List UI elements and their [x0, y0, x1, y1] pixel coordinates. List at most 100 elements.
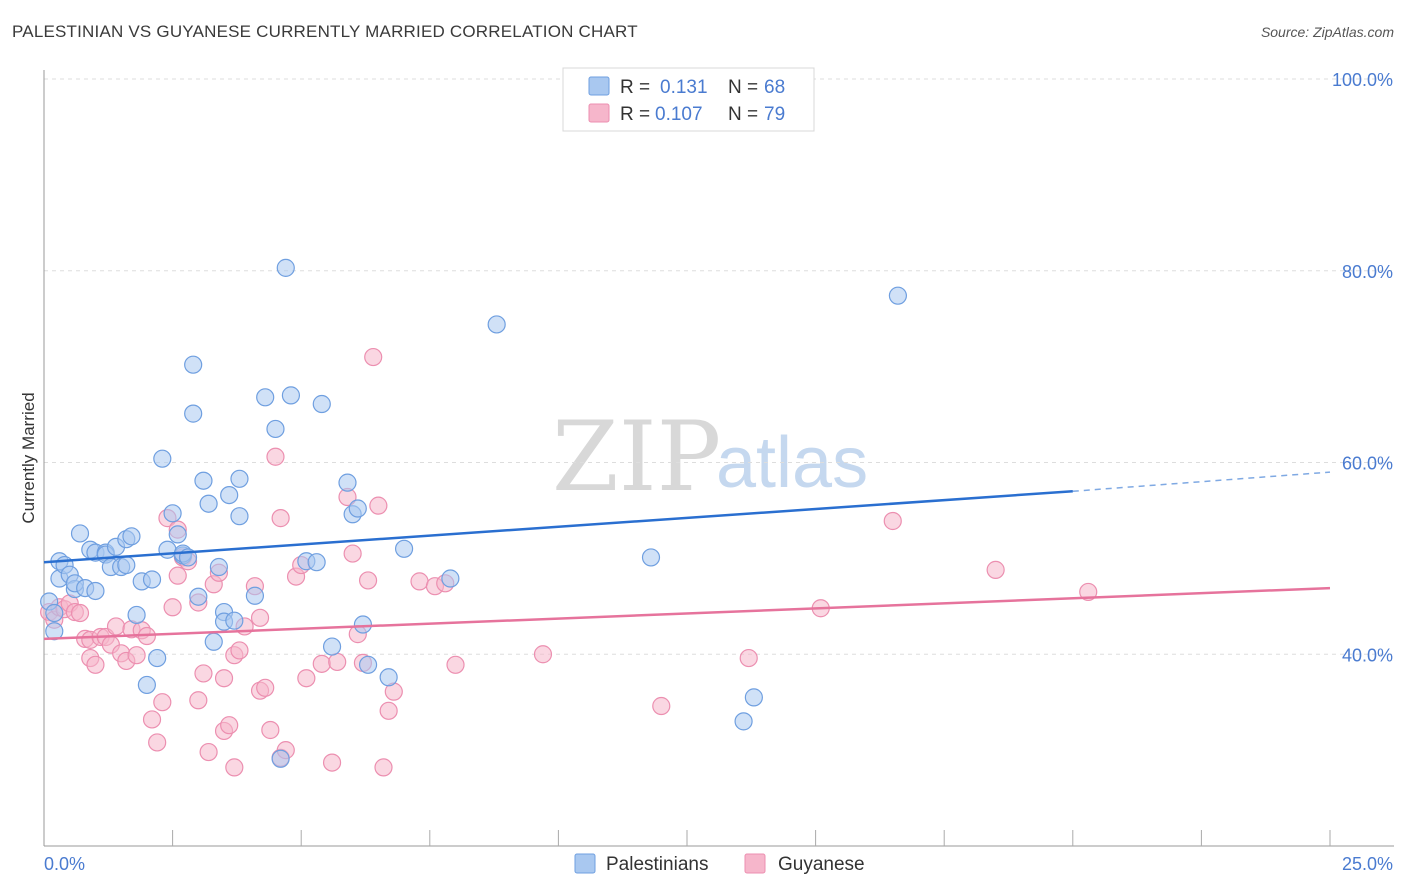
watermark: ZIP atlas: [552, 401, 868, 513]
palestinians-point-54: [307, 553, 326, 572]
x-tick-label-max: 25.0%: [1342, 854, 1393, 874]
palestinians-point-49: [266, 419, 285, 439]
guyanese-point-55: [312, 654, 331, 673]
palestinians-point-21: [122, 527, 141, 546]
palestinians-point-61: [358, 655, 378, 674]
legend-swatch-palestinians: [588, 76, 610, 96]
stats-legend: R = 0.131 N = 68 R = 0.107 N = 79: [562, 67, 815, 132]
y-tick-label-80: 80.0%: [1342, 262, 1393, 282]
y-axis-tick-labels: 40.0% 60.0% 80.0% 100.0%: [1332, 70, 1393, 665]
guyanese-point-68: [410, 572, 429, 591]
x-axis-ticks: [172, 830, 1331, 846]
palestinians-point-45: [230, 507, 249, 526]
palestinians-point-24: [137, 675, 156, 695]
guyanese-point-18: [127, 646, 146, 665]
y-tick-label-100: 100.0%: [1332, 70, 1393, 90]
palestinians-point-29: [163, 504, 182, 523]
legend-r-label-1: R =: [620, 77, 650, 98]
legend-r-value-2: 0.107: [655, 104, 703, 125]
palestinians-point-37: [194, 471, 213, 490]
palestinians-point-9: [70, 524, 90, 543]
guyanese-point-63: [364, 347, 383, 367]
legend-r-label-2: R =: [620, 104, 650, 125]
guyanese-point-39: [225, 758, 244, 777]
palestinians-point-56: [322, 637, 342, 656]
palestinians-point-46: [230, 469, 249, 488]
palestinians-point-1: [45, 603, 64, 623]
guyanese-point-41: [230, 641, 249, 660]
legend-n-value-1: 68: [764, 77, 785, 98]
guyanese-point-72: [533, 645, 553, 664]
guyanese-point-73: [652, 696, 671, 716]
y-axis-label: Currently Married: [19, 392, 38, 523]
guyanese-point-62: [358, 571, 378, 590]
bottom-legend-palestinians: Palestinians: [606, 854, 708, 875]
y-tick-label-60: 60.0%: [1342, 454, 1393, 474]
guyanese-point-23: [153, 693, 172, 712]
guyanese-point-36: [214, 669, 234, 688]
palestinians-point-36: [189, 587, 208, 606]
guyanese-point-56: [322, 753, 342, 772]
palestinians-trend-line: [43, 490, 1073, 564]
palestinians-point-27: [153, 449, 172, 468]
guyanese-point-66: [379, 701, 398, 720]
chart-title: PALESTINIAN VS GUYANESE CURRENTLY MARRIE…: [12, 22, 638, 41]
palestinians-point-52: [281, 386, 301, 405]
palestinians-point-47: [245, 586, 265, 605]
palestinians-point-22: [127, 605, 146, 625]
guyanese-point-46: [256, 678, 275, 697]
palestinians-point-25: [142, 570, 162, 589]
palestinians-point-59: [348, 499, 367, 518]
palestinians-point-64: [441, 569, 460, 588]
palestinians-point-34: [184, 404, 203, 423]
palestinians-point-67: [734, 712, 753, 731]
palestinians-point-69: [888, 286, 908, 305]
legend-swatch-guyanese: [588, 103, 610, 123]
legend-n-label-1: N =: [728, 77, 758, 98]
guyanese-point-44: [250, 608, 270, 627]
palestinians-point-63: [394, 539, 414, 558]
source-note: Source: ZipAtlas.com: [1260, 24, 1394, 40]
y-tick-label-40: 40.0%: [1342, 645, 1393, 665]
x-tick-label-min: 0.0%: [44, 854, 85, 874]
guyanese-point-64: [369, 496, 388, 515]
palestinians-point-50: [271, 749, 290, 768]
palestinians-point-48: [256, 388, 275, 407]
palestinians-point-35: [184, 355, 203, 374]
palestinians-point-26: [148, 648, 167, 668]
palestinians-point-40: [209, 557, 228, 577]
palestinians-point-62: [379, 668, 398, 687]
guyanese-point-47: [261, 720, 280, 740]
palestinians-point-57: [338, 473, 357, 492]
guyanese-point-38: [220, 716, 239, 735]
palestinians-point-43: [220, 485, 239, 505]
palestinians-points: [40, 258, 908, 768]
series-legend: Palestinians Guyanese: [574, 853, 865, 875]
guyanese-point-14: [106, 617, 126, 636]
guyanese-point-26: [168, 566, 187, 585]
palestinians-point-28: [158, 540, 177, 559]
guyanese-point-59: [343, 544, 362, 563]
guyanese-point-57: [328, 652, 347, 672]
palestinians-point-19: [117, 555, 136, 575]
palestinians-point-38: [199, 494, 218, 513]
guyanese-point-32: [194, 664, 213, 683]
guyanese-point-74: [739, 648, 758, 668]
legend-n-label-2: N =: [728, 104, 758, 125]
palestinians-point-66: [641, 548, 661, 567]
trend-lines: [43, 471, 1331, 641]
guyanese-point-10: [86, 655, 105, 674]
guyanese-point-49: [271, 509, 290, 528]
guyanese-point-65: [374, 758, 393, 777]
axes: [43, 70, 1394, 847]
guyanese-point-71: [446, 655, 465, 674]
guyanese-point-6: [70, 603, 90, 623]
palestinians-point-30: [168, 525, 187, 544]
bottom-legend-swatch-palestinians: [574, 853, 596, 874]
palestinians-point-65: [487, 315, 506, 334]
guyanese-point-76: [883, 511, 902, 531]
palestinians-point-39: [204, 632, 223, 651]
palestinians-point-51: [276, 258, 295, 277]
guyanese-point-77: [986, 560, 1005, 579]
